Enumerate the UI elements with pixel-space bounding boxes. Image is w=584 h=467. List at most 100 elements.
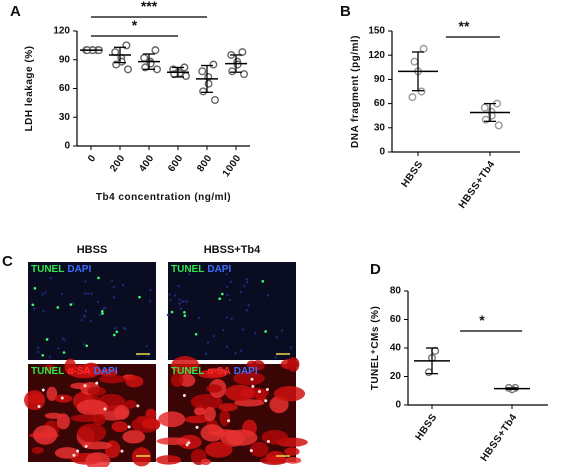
- nucleus: [205, 352, 208, 355]
- tunel-dot: [97, 276, 100, 280]
- x-tick-label: 0: [86, 153, 98, 164]
- nucleus: [179, 307, 183, 310]
- bright-spot: [257, 389, 261, 393]
- cell: [284, 456, 302, 464]
- cell: [46, 386, 58, 401]
- nucleus: [112, 296, 116, 299]
- tunel-dot: [56, 306, 60, 309]
- tunel-dot: [33, 287, 37, 290]
- cell: [225, 429, 258, 446]
- cell: [200, 424, 224, 442]
- nucleus: [188, 273, 191, 276]
- cell: [171, 356, 200, 375]
- cell: [87, 386, 106, 396]
- tunel-dot: [261, 280, 265, 283]
- tunel-dot: [31, 303, 35, 307]
- cell: [261, 430, 289, 445]
- stain-label: TUNEL: [171, 366, 204, 377]
- data-point: [199, 87, 208, 96]
- nucleus: [36, 350, 40, 354]
- cell: [204, 406, 216, 422]
- tunel-dot: [101, 312, 104, 315]
- significance-label: *: [132, 17, 138, 33]
- bright-spot: [182, 394, 186, 398]
- nucleus: [60, 292, 63, 296]
- cell: [251, 360, 265, 371]
- cell: [219, 409, 230, 427]
- nucleus: [228, 298, 232, 302]
- bright-spot: [37, 404, 41, 408]
- bright-spot: [187, 441, 191, 445]
- error-bar: [172, 66, 184, 78]
- cell: [56, 413, 70, 430]
- nucleus: [110, 279, 114, 282]
- error-bar: [426, 347, 438, 375]
- nucleus: [63, 338, 66, 341]
- significance-label: *: [479, 312, 485, 328]
- cell: [125, 375, 144, 388]
- cell: [184, 415, 210, 424]
- cell: [250, 441, 269, 458]
- nucleus: [71, 302, 75, 305]
- nucleus: [178, 298, 181, 301]
- nucleus: [42, 310, 45, 313]
- nucleus: [178, 302, 181, 305]
- stain-label: α-SA: [207, 366, 230, 377]
- data-point: [123, 65, 132, 74]
- cell: [200, 458, 211, 466]
- bright-spot: [60, 396, 64, 400]
- cell: [77, 423, 107, 443]
- nucleus: [149, 288, 152, 292]
- panel-label: B: [340, 3, 351, 20]
- nucleus: [82, 343, 86, 346]
- nucleus: [168, 293, 171, 296]
- nucleus: [177, 284, 180, 288]
- x-tick-label: 600: [166, 153, 185, 174]
- cell: [284, 447, 300, 456]
- bright-spot: [120, 449, 124, 453]
- nucleus: [84, 309, 87, 313]
- cell: [111, 421, 128, 433]
- cell: [233, 371, 265, 386]
- nucleus: [96, 300, 100, 303]
- y-tick-label: 150: [368, 26, 385, 37]
- significance-label: **: [459, 18, 470, 34]
- cell: [122, 430, 146, 444]
- y-axis-label: LDH leakage (%): [24, 46, 35, 132]
- panel-label: A: [10, 3, 21, 20]
- bright-spot: [84, 444, 88, 448]
- data-point: [481, 115, 490, 124]
- significance-label: ***: [141, 0, 158, 14]
- tunel-dot: [69, 303, 73, 306]
- nucleus: [49, 277, 52, 280]
- nucleus: [226, 285, 229, 289]
- tunel-dot: [264, 330, 267, 333]
- tunel-dot: [115, 330, 119, 334]
- bright-spot: [250, 377, 254, 381]
- cell: [142, 418, 161, 430]
- cell: [193, 407, 206, 416]
- nucleus: [145, 345, 148, 348]
- bright-spot: [266, 440, 270, 444]
- cell: [218, 403, 238, 412]
- cell: [76, 399, 108, 416]
- nucleus: [36, 346, 40, 350]
- cell: [24, 390, 46, 411]
- y-tick-label: 120: [368, 50, 385, 61]
- bright-spot: [249, 449, 253, 453]
- data-point: [209, 60, 218, 69]
- nucleus: [225, 273, 228, 276]
- nucleus: [98, 313, 101, 317]
- data-point: [210, 95, 219, 104]
- y-axis-label: DNA fragment (pg/ml): [350, 35, 361, 148]
- nucleus: [247, 303, 250, 307]
- y-tick-label: 0: [395, 400, 401, 411]
- x-tick-label: HBSS: [414, 412, 440, 443]
- bright-spot: [185, 443, 189, 447]
- bright-spot: [95, 381, 99, 385]
- nucleus: [87, 292, 90, 296]
- cell: [113, 404, 130, 420]
- cell: [98, 368, 118, 377]
- bright-spot: [195, 425, 199, 429]
